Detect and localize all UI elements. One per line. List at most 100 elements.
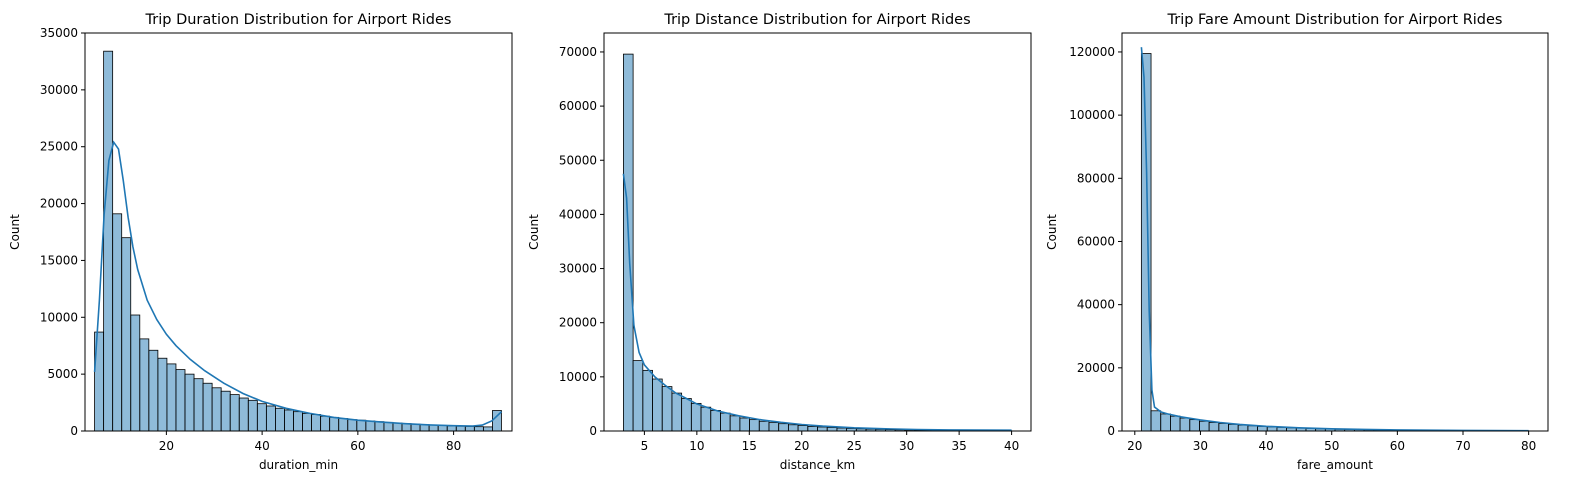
x-tick-label: 60 <box>350 439 365 453</box>
histogram-bar <box>1208 422 1220 432</box>
histogram-bar <box>758 420 770 432</box>
histogram-bar <box>329 416 340 432</box>
histogram-bar <box>166 363 177 432</box>
chart-panel: 20 40 60 80 0 5000 10000 15000 20000 25000 30000 35… <box>8 12 513 472</box>
histogram-bar <box>320 415 331 432</box>
histogram-bar <box>428 424 439 432</box>
histogram-bar <box>383 421 394 432</box>
histogram-bar <box>139 338 150 432</box>
histogram-bar <box>720 412 731 432</box>
y-tick-label: 40000 <box>1077 298 1115 312</box>
histogram-bar <box>455 425 466 432</box>
x-tick-label: 20 <box>794 439 809 453</box>
chart-title: Trip Duration Distribution for Airport R… <box>145 12 452 28</box>
histogram-bar <box>157 357 168 432</box>
y-tick-label: 10000 <box>559 370 597 384</box>
x-tick-label: 40 <box>1004 439 1019 453</box>
axes-frame <box>84 32 513 432</box>
histogram-bar <box>1247 425 1258 432</box>
x-tick-label: 25 <box>847 439 862 453</box>
histogram-bar <box>1179 417 1191 432</box>
y-tick-label: 120000 <box>1069 45 1115 59</box>
histogram-bar <box>807 425 818 432</box>
histogram-bar <box>401 423 412 432</box>
y-tick-label: 0 <box>70 424 78 438</box>
histogram-bar <box>681 398 692 432</box>
histogram-bar <box>652 378 663 432</box>
y-tick-label: 60000 <box>559 99 597 113</box>
histogram-bar <box>211 387 222 432</box>
x-axis-label: distance_km <box>780 458 856 472</box>
histogram-bar <box>175 369 186 432</box>
y-tick-label: 20000 <box>1077 361 1115 375</box>
histogram-bar <box>121 237 132 432</box>
y-tick-label: 40000 <box>559 207 597 221</box>
histogram-bar <box>739 417 750 432</box>
chart-panel: 20 30 40 50 60 70 80 0 20000 40000 60000 80000 10000… <box>1045 12 1549 472</box>
histogram-bar <box>247 399 258 432</box>
x-tick-label: 30 <box>1193 439 1208 453</box>
x-tick-label: 35 <box>951 439 966 453</box>
histogram-bar <box>1199 420 1210 432</box>
x-tick-label: 40 <box>254 439 269 453</box>
histogram-bar <box>729 415 741 432</box>
kde-line <box>622 173 1012 432</box>
chart-panel: 5 10 15 20 25 30 35 40 0 10000 20000 30000 40000 5000… <box>527 12 1032 472</box>
x-tick-label: 80 <box>1521 439 1536 453</box>
histogram-bar <box>1218 423 1229 432</box>
axes-frame <box>1121 32 1549 432</box>
kde-line <box>93 140 503 427</box>
histogram-bar <box>700 406 712 432</box>
histogram-bar <box>632 360 644 432</box>
histogram-bar <box>1189 419 1200 432</box>
y-tick-label: 30000 <box>559 262 597 276</box>
x-tick-label: 30 <box>899 439 914 453</box>
histogram-bar <box>392 422 403 432</box>
x-tick-label: 20 <box>1127 439 1142 453</box>
histogram-bar <box>293 411 303 432</box>
histogram-bar <box>184 373 195 432</box>
y-axis-label: Count <box>8 214 22 250</box>
histogram-bar <box>671 392 683 432</box>
histogram-bar <box>302 412 312 432</box>
y-tick-label: 5000 <box>47 367 78 381</box>
x-tick-label: 60 <box>1390 439 1405 453</box>
histogram-bar <box>275 407 285 432</box>
y-axis-label: Count <box>527 214 541 250</box>
histogram-bar <box>311 414 322 432</box>
histogram-bar <box>473 426 484 432</box>
chart-title: Trip Fare Amount Distribution for Airpor… <box>1167 12 1503 28</box>
histogram-bar <box>661 386 673 432</box>
y-tick-label: 30000 <box>40 83 78 97</box>
histogram-bar <box>797 425 809 432</box>
x-axis-label: duration_min <box>259 458 338 472</box>
y-axis-label: Count <box>1045 214 1059 250</box>
y-tick-label: 20000 <box>40 197 78 211</box>
histogram-bar <box>148 349 159 432</box>
histogram-bar <box>446 425 457 432</box>
histogram-bar <box>220 390 231 432</box>
histogram-bar <box>826 427 838 432</box>
histogram-bar <box>464 426 475 432</box>
histogram-bar <box>112 213 123 432</box>
histogram-bar <box>817 426 828 432</box>
y-tick-label: 70000 <box>559 45 597 59</box>
histogram-bar <box>103 50 114 432</box>
x-tick-label: 40 <box>1258 439 1273 453</box>
histogram-bar <box>130 314 141 432</box>
histogram-bar <box>1257 426 1268 432</box>
histogram-bar <box>365 420 376 432</box>
histogram-bar <box>1228 423 1239 432</box>
histogram-bar <box>1140 53 1152 432</box>
histogram-bar <box>749 419 760 432</box>
y-tick-label: 10000 <box>40 310 78 324</box>
y-tick-label: 80000 <box>1077 171 1115 185</box>
y-tick-label: 35000 <box>40 26 78 40</box>
histogram-bar <box>202 382 213 432</box>
y-tick-label: 0 <box>1107 424 1115 438</box>
y-tick-label: 15000 <box>40 253 78 267</box>
histogram-bar <box>768 422 780 432</box>
histogram-bar <box>338 418 349 432</box>
y-tick-label: 0 <box>589 424 597 438</box>
